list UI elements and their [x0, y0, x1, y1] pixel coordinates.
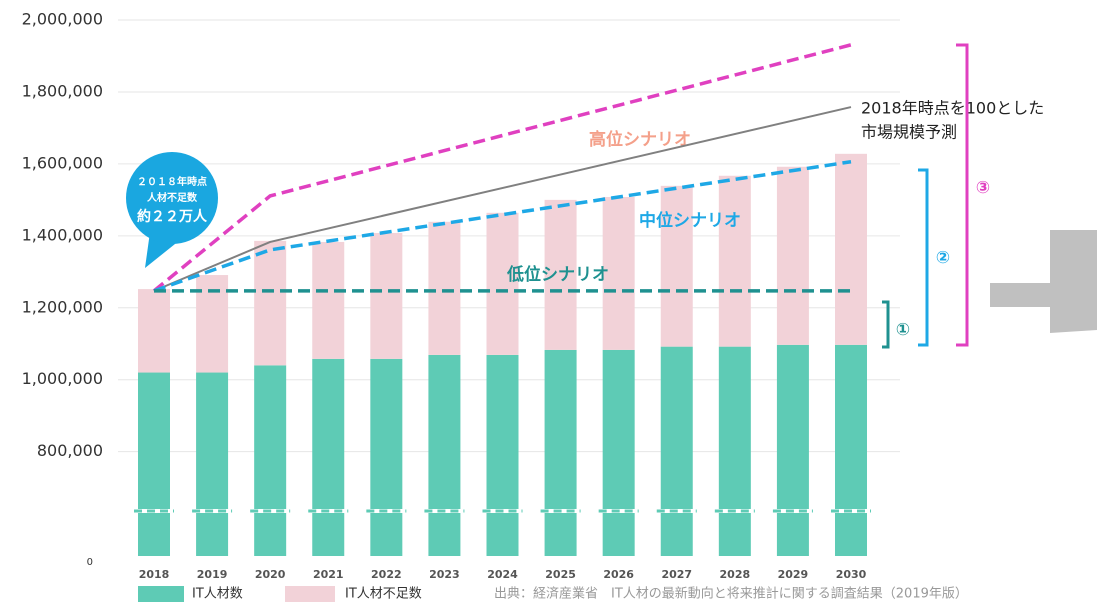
x-tick-label: 2022: [371, 568, 402, 581]
bracket: [918, 168, 929, 347]
legend-swatch: [138, 586, 184, 602]
bar: [138, 372, 170, 556]
bar: [138, 289, 170, 373]
y-tick-label: 800,000: [37, 441, 103, 460]
bracket-label: ②: [936, 248, 950, 268]
y-tick-label: 1,200,000: [22, 297, 103, 316]
bar: [660, 346, 693, 556]
bar: [718, 346, 751, 556]
bar: [776, 344, 809, 556]
x-tick-label: 2018: [139, 568, 170, 581]
bar: [602, 196, 635, 350]
bar: [312, 241, 345, 359]
bracket: [882, 300, 890, 349]
line: [153, 160, 852, 293]
x-tick-label: 2023: [429, 568, 460, 581]
x-tick-label: 2028: [720, 568, 751, 581]
bar: [370, 232, 403, 359]
bracket-label: ①: [896, 320, 910, 340]
callout-text: 人材不足数: [147, 191, 198, 204]
bar: [835, 153, 867, 345]
bar: [718, 175, 751, 347]
bar: [544, 349, 577, 556]
y-tick-label: 1,600,000: [22, 153, 103, 172]
x-tick-label: 2026: [603, 568, 634, 581]
line-label: 高位シナリオ: [589, 129, 691, 150]
bracket: [956, 43, 969, 347]
line: [152, 43, 852, 293]
x-tick-label: 2025: [545, 568, 576, 581]
bar: [428, 354, 461, 556]
x-tick-label: 2030: [836, 568, 867, 581]
bar: [602, 349, 635, 556]
bar: [312, 358, 345, 556]
bracket-label: ③: [976, 178, 990, 198]
arrow: [990, 230, 1097, 333]
bar: [254, 365, 287, 556]
line-label: 中位シナリオ: [639, 210, 741, 231]
callout-text: ２０１８年時点: [137, 175, 207, 188]
y-tick-label: 2,000,000: [22, 10, 103, 29]
bar: [486, 354, 519, 556]
y-tick-label: 1,000,000: [22, 369, 103, 388]
line-label: 低位シナリオ: [506, 264, 609, 285]
x-tick-label: 2020: [255, 568, 286, 581]
line-label: 市場規模予測: [861, 123, 957, 142]
callout-bubble: [126, 152, 218, 244]
y-tick-label: 1,800,000: [22, 81, 103, 100]
legend-label: IT人材数: [192, 587, 243, 602]
y-tick-label: 0: [87, 557, 93, 568]
x-tick-label: 2029: [778, 568, 809, 581]
line: [153, 106, 852, 292]
line-label: 2018年時点を100とした: [861, 99, 1044, 118]
x-tick-label: 2021: [313, 568, 344, 581]
bar: [428, 221, 461, 355]
source: 出典：経済産業省 IT人材の最新動向と将来推計に関する調査結果（2019年版）: [494, 586, 968, 602]
legend-swatch: [285, 586, 335, 602]
bar: [254, 240, 287, 366]
bar: [544, 199, 577, 350]
bar: [776, 166, 809, 345]
x-tick-label: 2024: [487, 568, 518, 581]
bar: [486, 212, 519, 355]
x-tick-label: 2019: [197, 568, 228, 581]
x-tick-label: 2027: [661, 568, 692, 581]
callout-text: 約２２万人: [137, 208, 208, 225]
bar: [196, 372, 229, 556]
legend-label: IT人材不足数: [345, 587, 422, 602]
bar: [660, 185, 693, 347]
bar: [835, 344, 867, 556]
bar: [370, 358, 403, 556]
y-tick-label: 1,400,000: [22, 225, 103, 244]
